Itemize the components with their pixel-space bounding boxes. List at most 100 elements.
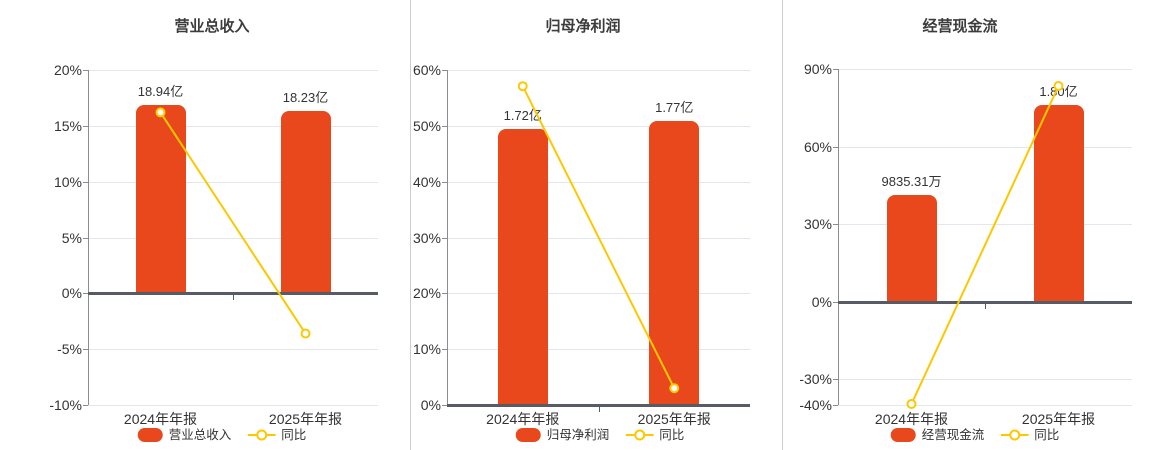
y-axis-tick (833, 147, 838, 148)
y-axis-tick-label: 10% (53, 174, 82, 190)
gridline (88, 182, 378, 183)
legend-item-经营现金流[interactable]: 经营现金流 (890, 428, 985, 442)
bar-2025年年报 (280, 111, 331, 293)
y-axis-tick-label: 0% (420, 397, 441, 413)
y-axis-tick (833, 69, 838, 70)
x-axis-tick (985, 303, 986, 309)
legend-line-icon (625, 429, 654, 441)
bar-2024年年报 (886, 195, 937, 301)
panel-title: 营业总收入 (174, 18, 250, 35)
x-axis-tick (598, 407, 600, 412)
gridline (88, 238, 378, 239)
y-axis-tick-label: 20% (412, 285, 441, 301)
x-axis-category-label: 2024年年报 (486, 411, 560, 427)
gridline (838, 405, 1132, 406)
y-axis-tick-label: 5% (61, 230, 82, 246)
y-axis-tick (83, 238, 88, 239)
legend-label: 同比 (659, 428, 685, 442)
legend-item-yoy[interactable]: 同比 (1000, 428, 1059, 442)
y-axis-tick-label: -10% (49, 397, 82, 413)
y-axis-tick-label: -5% (57, 341, 82, 357)
legend-label: 营业总收入 (168, 428, 232, 442)
legend-label: 同比 (281, 428, 307, 442)
x-axis-category-label: 2025年年报 (1021, 411, 1096, 427)
y-axis-tick-label: 15% (53, 118, 82, 134)
y-axis-tick (442, 126, 447, 127)
gridline (838, 147, 1132, 148)
gridline (838, 379, 1132, 380)
y-axis-tick-label: 20% (53, 62, 82, 78)
legend-item-yoy[interactable]: 同比 (625, 428, 684, 442)
y-axis-tick-label: 10% (412, 341, 441, 357)
x-axis-tick (233, 295, 234, 301)
y-axis-tick (442, 70, 447, 71)
x-axis-category-label: 2025年年报 (268, 411, 343, 427)
panel-title: 经营现金流 (922, 18, 998, 35)
panel-divider (782, 0, 783, 450)
gridline (447, 70, 750, 71)
gridline (447, 293, 750, 294)
x-axis-category-label: 2024年年报 (123, 411, 198, 427)
legend-label: 同比 (1034, 428, 1060, 442)
gridline (88, 126, 378, 127)
y-axis-tick-label: 40% (412, 174, 441, 190)
legend-bar-swatch (515, 428, 541, 442)
panel-title: 归母净利润 (545, 18, 621, 35)
y-axis-line (838, 69, 839, 405)
y-axis-tick (83, 293, 88, 294)
y-axis-tick (833, 302, 838, 303)
gridline (447, 349, 750, 350)
legend-label: 归母净利润 (546, 428, 610, 442)
legend-item-营业总收入[interactable]: 营业总收入 (137, 428, 232, 442)
gridline (88, 349, 378, 350)
bar-value-label: 18.94亿 (137, 83, 184, 99)
legend-item-yoy[interactable]: 同比 (247, 428, 306, 442)
gridline (447, 126, 750, 127)
bar-2024年年报 (497, 129, 548, 404)
legend: 营业总收入 同比 (137, 428, 306, 442)
bar-2025年年报 (1033, 105, 1084, 301)
y-axis-tick (442, 238, 447, 239)
x-axis-line (447, 404, 750, 407)
y-axis-tick (833, 379, 838, 380)
x-axis-category-label: 2025年年报 (637, 411, 711, 427)
y-axis-tick (833, 224, 838, 225)
y-axis-tick (83, 349, 88, 350)
gridline (447, 182, 750, 183)
y-axis-tick (83, 126, 88, 127)
bar-2024年年报 (135, 104, 186, 293)
bar-value-label: 1.77亿 (655, 99, 694, 115)
legend: 归母净利润 同比 (515, 428, 684, 442)
bar-value-label: 18.23亿 (282, 90, 329, 106)
y-axis-tick-label: 30% (803, 216, 832, 232)
y-axis-tick (442, 293, 447, 294)
y-axis-tick (83, 405, 88, 406)
gridline (88, 405, 378, 406)
y-axis-line (447, 70, 448, 405)
y-axis-tick-label: 0% (811, 294, 832, 310)
legend-label: 经营现金流 (921, 428, 985, 442)
y-axis-tick-label: 30% (412, 230, 441, 246)
y-axis-tick (83, 182, 88, 183)
legend-item-归母净利润[interactable]: 归母净利润 (515, 428, 610, 442)
y-axis-tick (442, 182, 447, 183)
y-axis-tick (442, 349, 447, 350)
legend-line-icon (1000, 429, 1029, 441)
y-axis-tick-label: 0% (61, 285, 82, 301)
bar-value-label: 9835.31万 (881, 174, 942, 190)
y-axis-tick-label: 60% (412, 62, 441, 78)
legend-bar-swatch (137, 428, 163, 442)
y-axis-tick (83, 70, 88, 71)
yoy-marker (300, 328, 311, 339)
bar-value-label: 1.80亿 (1039, 84, 1078, 100)
gridline (88, 70, 378, 71)
y-axis-tick-label: 60% (803, 139, 832, 155)
gridline (838, 224, 1132, 225)
y-axis-tick-label: -30% (799, 371, 832, 387)
legend-bar-swatch (890, 428, 916, 442)
legend: 经营现金流 同比 (890, 428, 1059, 442)
gridline (447, 238, 750, 239)
yoy-marker (517, 81, 528, 92)
y-axis-tick-label: 90% (803, 61, 832, 77)
